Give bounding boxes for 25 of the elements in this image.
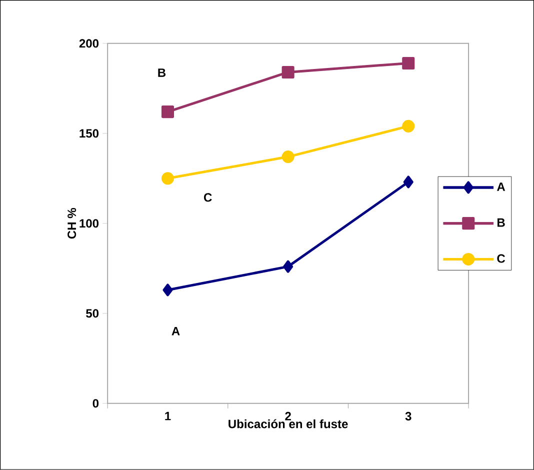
y-tick-label: 0 <box>92 399 99 408</box>
point <box>282 150 294 164</box>
y-tick-label: 150 <box>80 129 99 138</box>
point <box>161 172 174 185</box>
annotation: A <box>172 327 180 336</box>
point <box>162 284 173 296</box>
point <box>402 57 415 70</box>
y-tick-label: 50 <box>86 309 99 318</box>
legend-label: B <box>498 218 505 227</box>
legend-label: A <box>497 182 506 191</box>
x-tick-label: 3 <box>405 412 412 421</box>
point <box>403 176 414 188</box>
point <box>402 120 415 133</box>
point <box>283 260 294 273</box>
y-tick-label: 200 <box>79 39 99 48</box>
point <box>161 106 174 118</box>
annotation: B <box>158 68 166 77</box>
x-axis-title: Ubicación en el fuste <box>228 419 348 428</box>
y-tick-label: 100 <box>80 219 99 228</box>
y-axis-title: CH % <box>68 208 76 239</box>
legend-label: C <box>497 254 506 263</box>
point <box>282 66 294 79</box>
x-tick-label: 1 <box>165 412 171 420</box>
x-tick-label: 2 <box>285 412 291 420</box>
annotation: C <box>204 193 212 202</box>
